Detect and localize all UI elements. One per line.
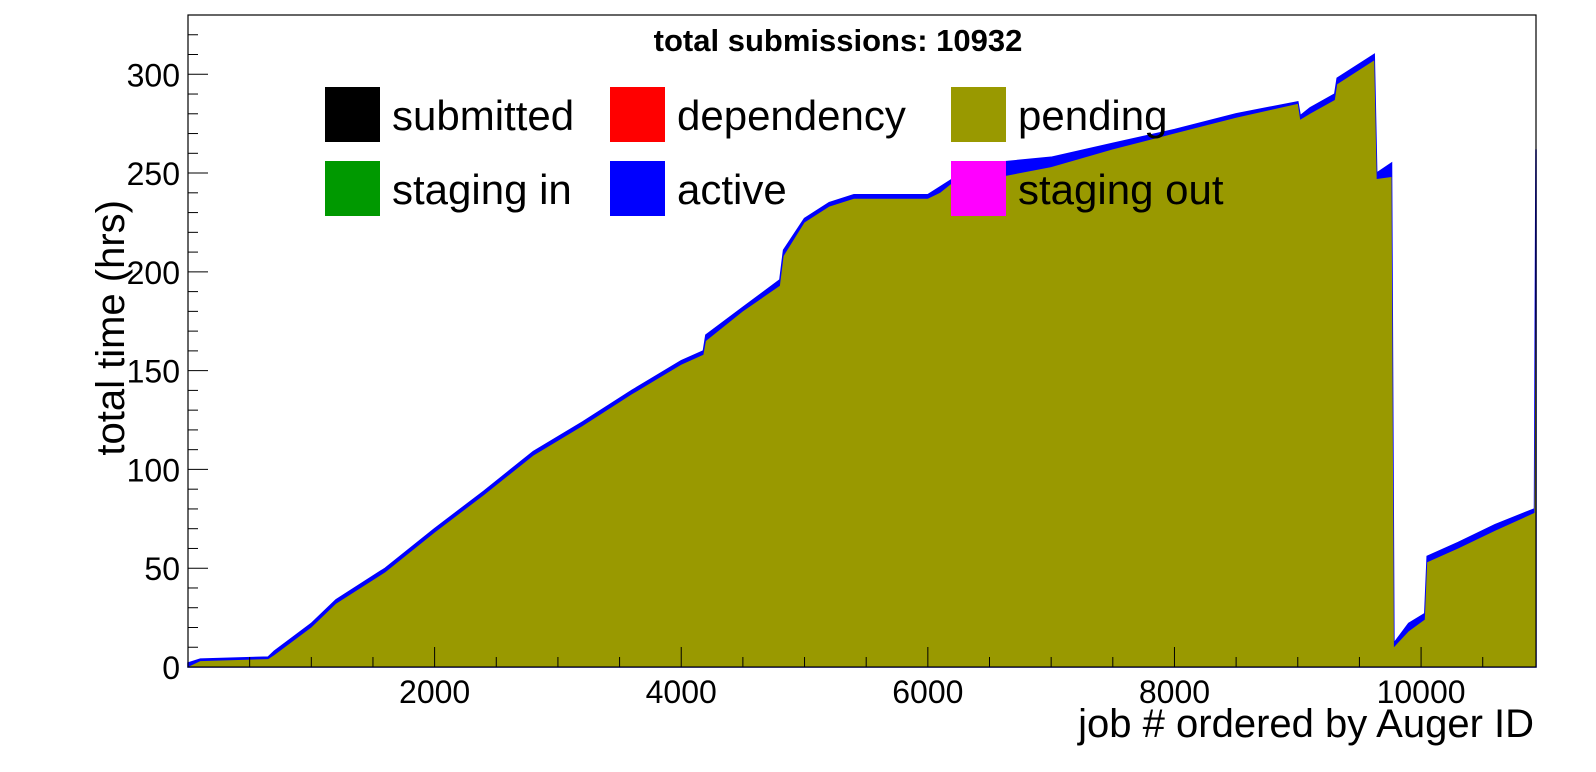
plot-frame [187, 14, 1537, 668]
y-axis-label: total time (hrs) [89, 200, 133, 456]
x-tick-label: 2000 [399, 674, 470, 710]
y-tick-label: 150 [127, 354, 180, 390]
y-tick-label: 0 [162, 650, 180, 686]
series-pending-area [188, 60, 1536, 667]
y-tick-label: 200 [127, 255, 180, 291]
chart-title: total submissions: 10932 [654, 23, 1023, 58]
x-tick-label: 6000 [892, 674, 963, 710]
legend-swatch [610, 87, 665, 142]
y-tick-label: 250 [127, 156, 180, 192]
legend-label: staging in [392, 166, 572, 213]
legend-label: submitted [392, 92, 574, 139]
legend: submitted dependency pending staging in acti… [325, 87, 1224, 216]
legend-label: active [677, 166, 787, 213]
y-tick-label: 300 [127, 57, 180, 93]
y-tick-label: 100 [127, 452, 180, 488]
legend-label: staging out [1018, 166, 1224, 213]
axes: 0 50 100 150 200 250 300 2000 4000 6000 8000 10000 [127, 14, 1484, 710]
series-layer [187, 53, 1537, 668]
legend-swatch [610, 161, 665, 216]
legend-swatch [325, 87, 380, 142]
x-tick-label: 10000 [1377, 674, 1466, 710]
x-tick-label: 8000 [1139, 674, 1210, 710]
y-tick-label: 50 [144, 551, 180, 587]
legend-swatch [951, 87, 1006, 142]
legend-swatch [325, 161, 380, 216]
legend-label: dependency [677, 92, 906, 139]
legend-label: pending [1018, 92, 1167, 139]
x-axis-label: job # ordered by Auger ID [1077, 702, 1534, 746]
legend-swatch [951, 161, 1006, 216]
x-tick-label: 4000 [646, 674, 717, 710]
